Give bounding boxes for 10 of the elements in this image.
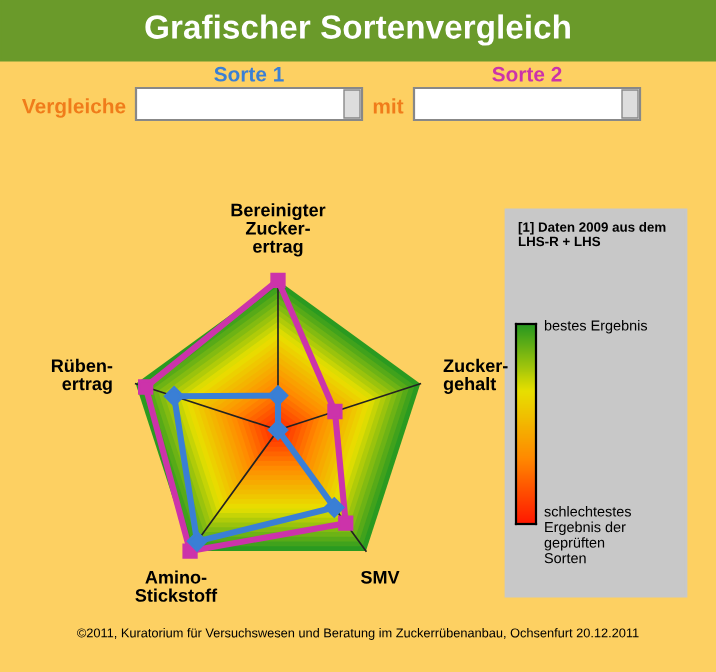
- text: Sorte 2: [492, 66, 562, 82]
- spoke-label: Rüben- ertrag: [51, 358, 113, 394]
- text: Sorte 1: [214, 66, 284, 82]
- spoke-label: SMV: [360, 570, 400, 584]
- text: Vergleiche: [22, 98, 126, 118]
- spoke-label: Bereinigter Zucker- ertrag: [231, 203, 326, 257]
- spoke-label: Amino- Stickstoff: [135, 570, 218, 602]
- text: mit: [373, 98, 404, 114]
- chart-title: Grafischer Sortenvergleich: [145, 14, 570, 46]
- spoke-label: Zucker- gehalt: [443, 358, 508, 394]
